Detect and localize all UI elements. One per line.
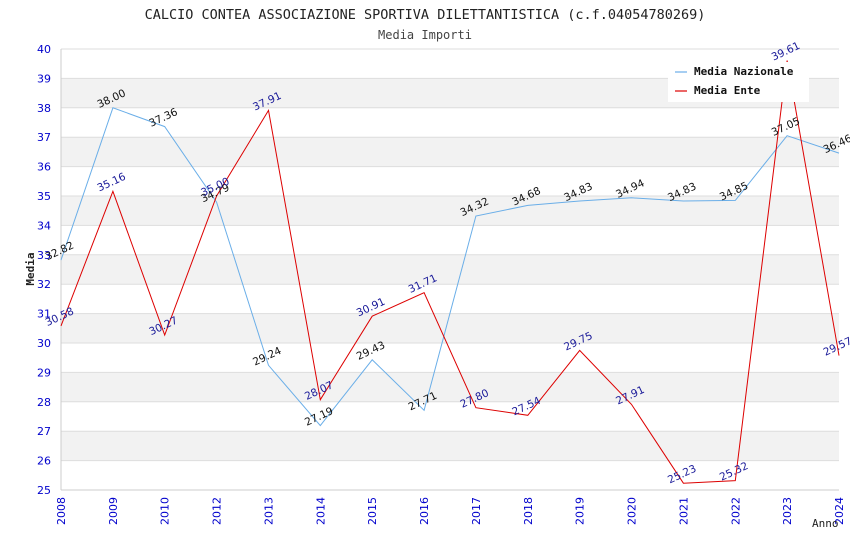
y-tick-label: 31 [37,308,51,321]
grid-band [61,137,839,167]
x-tick-label: 2013 [262,497,275,525]
y-tick-label: 28 [37,396,51,409]
legend-label-media-nazionale: Media Nazionale [694,65,794,78]
y-tick-label: 34 [37,219,51,232]
x-tick-label: 2012 [211,497,224,525]
legend-box [668,62,809,102]
y-tick-label: 40 [37,43,51,56]
x-tick-label: 2014 [314,497,327,525]
legend-label-media-ente: Media Ente [694,84,761,97]
grid-band [61,254,839,285]
grid-band [61,372,839,402]
x-tick-label: 2021 [677,497,690,525]
y-tick-label: 37 [37,131,51,144]
y-tick-label: 32 [37,278,51,291]
data-label: 27.19 [303,405,335,429]
x-tick-label: 2008 [55,497,68,525]
x-tick-label: 2018 [522,497,535,525]
y-tick-label: 25 [37,484,51,497]
grid-bands [61,78,839,461]
data-label: 29.24 [251,345,284,369]
x-tick-label: 2023 [781,497,794,525]
y-tick-label: 30 [37,337,51,350]
series-line-media-ente [60,60,840,484]
x-tick-label: 2019 [574,497,587,525]
x-tick-label: 2015 [366,497,379,525]
y-tick-label: 27 [37,425,51,438]
chart-title: CALCIO CONTEA ASSOCIAZIONE SPORTIVA DILE… [145,7,706,23]
x-tick-label: 2010 [159,497,172,525]
data-label: 39.61 [770,40,802,64]
grid-band [61,313,839,343]
y-tick-label: 36 [37,161,51,174]
y-tick-label: 26 [37,455,51,468]
x-tick-label: 2016 [418,497,431,525]
x-tick-label: 2009 [107,497,120,525]
legend: Media Nazionale Media Ente [668,62,809,102]
x-tick-label: 2024 [833,497,846,525]
data-label: 35.16 [95,171,128,195]
y-tick-label: 33 [37,249,51,262]
x-tick-label: 2017 [470,497,483,525]
y-tick-label: 39 [37,72,51,85]
data-label: 37.05 [770,115,802,139]
x-tick-label: 2020 [626,497,639,525]
grid-band [61,431,839,461]
y-tick-labels: 25 26 27 28 29 30 31 32 33 34 35 36 37 38 39 40 [37,43,51,497]
series-line-media-nazionale [60,107,840,427]
y-tick-label: 38 [37,102,51,115]
y-tick-label: 35 [37,190,51,203]
series-lines [60,60,840,484]
y-tick-label: 29 [37,366,51,379]
chart-subtitle: Media Importi [378,28,472,42]
axes [60,49,839,491]
x-axis-label: Anno [812,517,839,530]
data-label: 25.32 [718,460,750,484]
y-axis-label: Media [24,252,37,285]
x-tick-labels: 2008 2009 2010 2012 2013 2014 2015 2016 2017 2018… [55,497,846,525]
x-tick-label: 2022 [729,497,742,525]
